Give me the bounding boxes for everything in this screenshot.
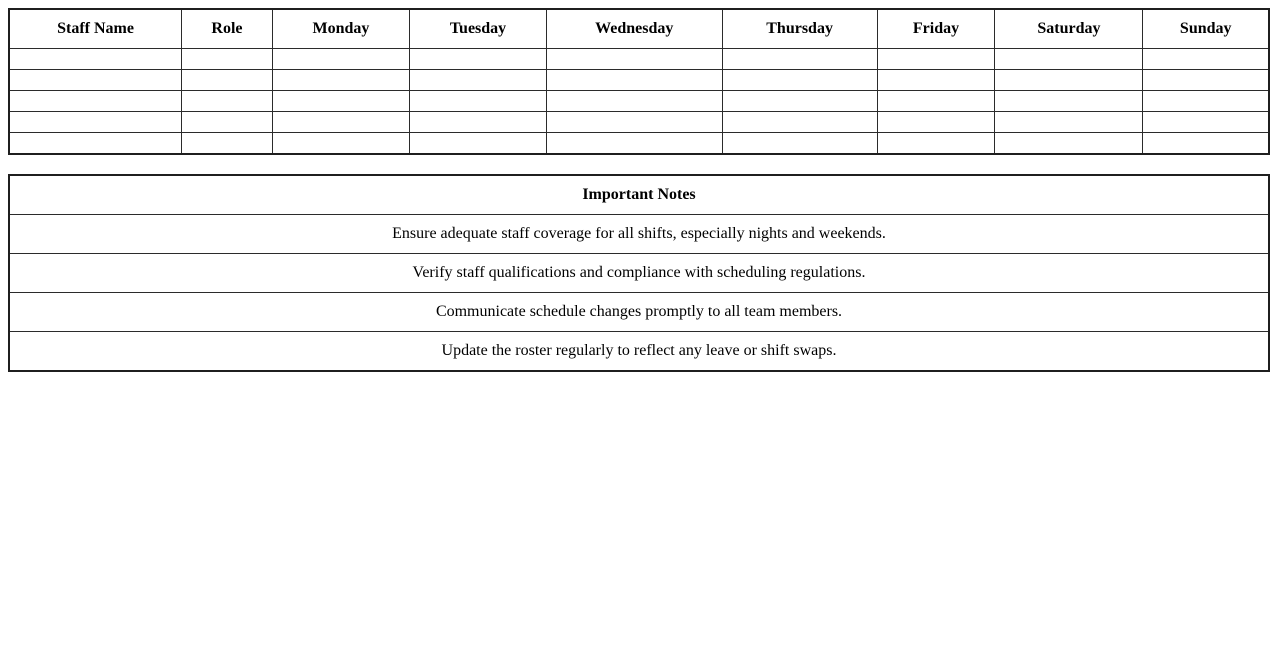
roster-cell xyxy=(545,132,723,155)
note-text: Verify staff qualifications and complian… xyxy=(8,253,1270,293)
roster-cell xyxy=(409,48,547,70)
roster-cell xyxy=(994,111,1144,133)
notes-header-row: Important Notes xyxy=(8,174,1270,215)
roster-header-row: Staff Name Role Monday Tuesday Wednesday… xyxy=(8,8,1270,49)
roster-cell xyxy=(409,69,547,91)
note-row: Verify staff qualifications and complian… xyxy=(8,253,1270,293)
roster-cell xyxy=(1142,90,1270,112)
roster-cell xyxy=(545,48,723,70)
roster-empty-row xyxy=(8,48,1270,70)
roster-cell xyxy=(1142,132,1270,155)
roster-cell xyxy=(876,90,996,112)
roster-cell xyxy=(8,90,183,112)
roster-cell xyxy=(876,132,996,155)
roster-cell xyxy=(271,132,411,155)
roster-cell xyxy=(8,132,183,155)
roster-cell xyxy=(994,48,1144,70)
roster-cell xyxy=(721,90,878,112)
roster-empty-row xyxy=(8,111,1270,133)
roster-empty-row xyxy=(8,132,1270,155)
roster-cell xyxy=(876,111,996,133)
column-header-saturday: Saturday xyxy=(994,8,1144,49)
roster-cell xyxy=(8,111,183,133)
roster-cell xyxy=(721,69,878,91)
roster-cell xyxy=(181,69,273,91)
column-header-sunday: Sunday xyxy=(1142,8,1270,49)
column-header-tuesday: Tuesday xyxy=(409,8,547,49)
roster-cell xyxy=(409,90,547,112)
roster-cell xyxy=(721,132,878,155)
column-header-role: Role xyxy=(181,8,273,49)
roster-empty-row xyxy=(8,69,1270,91)
roster-cell xyxy=(181,111,273,133)
column-header-monday: Monday xyxy=(271,8,411,49)
column-header-wednesday: Wednesday xyxy=(545,8,723,49)
roster-cell xyxy=(1142,111,1270,133)
staff-roster-table: Staff Name Role Monday Tuesday Wednesday… xyxy=(8,8,1270,155)
roster-cell xyxy=(994,132,1144,155)
roster-cell xyxy=(721,48,878,70)
roster-cell xyxy=(545,111,723,133)
note-text: Ensure adequate staff coverage for all s… xyxy=(8,214,1270,254)
note-text: Update the roster regularly to reflect a… xyxy=(8,331,1270,372)
important-notes-table: Important Notes Ensure adequate staff co… xyxy=(8,174,1270,372)
roster-cell xyxy=(8,48,183,70)
note-row: Update the roster regularly to reflect a… xyxy=(8,331,1270,372)
roster-empty-row xyxy=(8,90,1270,112)
notes-title: Important Notes xyxy=(8,174,1270,215)
column-header-thursday: Thursday xyxy=(721,8,878,49)
roster-cell xyxy=(876,69,996,91)
roster-cell xyxy=(181,48,273,70)
roster-cell xyxy=(8,69,183,91)
column-header-staff-name: Staff Name xyxy=(8,8,183,49)
note-row: Ensure adequate staff coverage for all s… xyxy=(8,214,1270,254)
roster-cell xyxy=(181,90,273,112)
roster-cell xyxy=(271,111,411,133)
roster-cell xyxy=(545,90,723,112)
roster-cell xyxy=(409,132,547,155)
roster-cell xyxy=(271,90,411,112)
roster-cell xyxy=(271,48,411,70)
roster-cell xyxy=(545,69,723,91)
roster-cell xyxy=(1142,48,1270,70)
roster-cell xyxy=(721,111,878,133)
column-header-friday: Friday xyxy=(876,8,996,49)
roster-cell xyxy=(994,90,1144,112)
note-row: Communicate schedule changes promptly to… xyxy=(8,292,1270,332)
roster-cell xyxy=(876,48,996,70)
roster-cell xyxy=(271,69,411,91)
note-text: Communicate schedule changes promptly to… xyxy=(8,292,1270,332)
roster-cell xyxy=(1142,69,1270,91)
roster-cell xyxy=(994,69,1144,91)
roster-cell xyxy=(409,111,547,133)
roster-cell xyxy=(181,132,273,155)
